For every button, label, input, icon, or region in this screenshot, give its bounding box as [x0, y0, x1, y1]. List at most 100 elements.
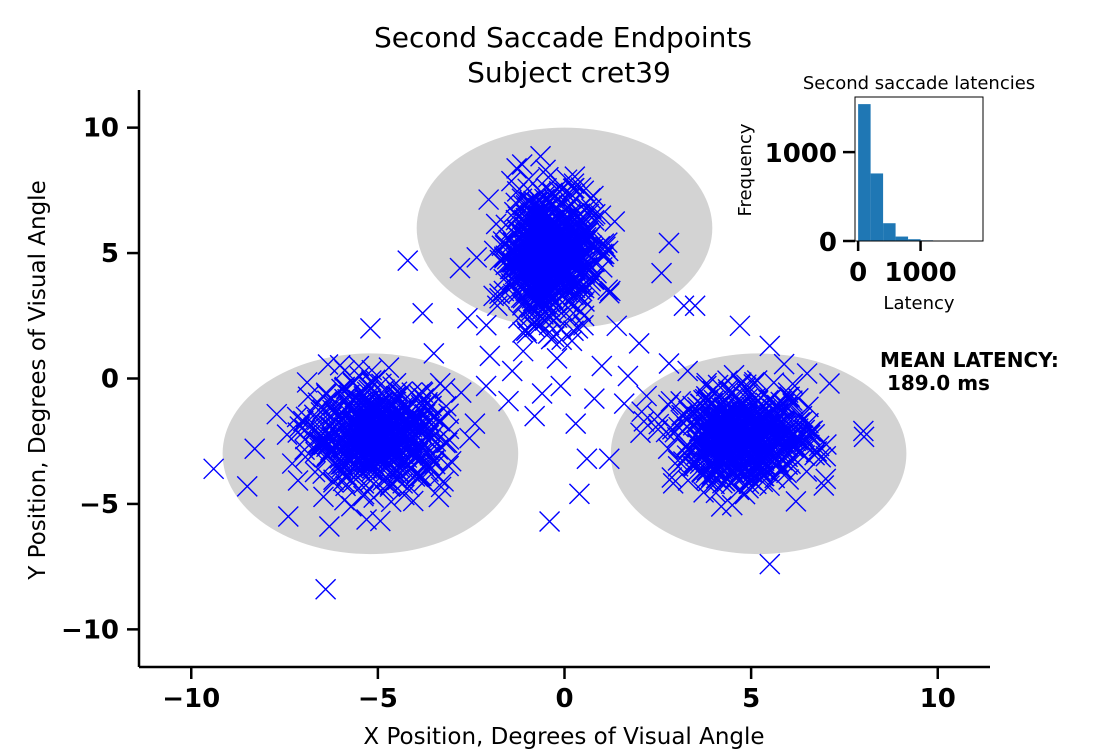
- endpoint-marker: [541, 286, 563, 308]
- endpoint-marker: [658, 352, 680, 374]
- endpoint-marker: [506, 157, 528, 179]
- endpoint-marker: [520, 212, 542, 234]
- endpoint-marker: [568, 483, 590, 505]
- endpoint-marker: [681, 455, 703, 477]
- endpoint-marker: [749, 402, 771, 424]
- endpoint-marker: [318, 516, 340, 538]
- endpoint-marker: [675, 436, 697, 458]
- endpoint-marker: [412, 302, 434, 324]
- endpoint-marker: [336, 419, 358, 441]
- endpoint-marker: [459, 427, 481, 449]
- endpoint-marker: [550, 375, 572, 397]
- endpoint-marker: [721, 494, 743, 516]
- x-tick-label: −10: [162, 684, 220, 714]
- endpoint-marker: [500, 170, 522, 192]
- x-tick-label: −5: [358, 684, 398, 714]
- endpoint-marker: [512, 340, 534, 362]
- endpoint-marker: [703, 458, 725, 480]
- endpoint-marker: [740, 448, 762, 470]
- endpoint-marker: [294, 439, 316, 461]
- endpoint-marker: [428, 486, 450, 508]
- endpoint-marker: [759, 553, 781, 575]
- x-tick-label: 10: [920, 684, 956, 714]
- endpoint-marker: [583, 205, 605, 227]
- endpoint-marker: [782, 437, 804, 458]
- endpoint-marker: [773, 353, 795, 375]
- endpoint-marker: [719, 415, 741, 437]
- chart-title: Second Saccade Endpoints: [374, 21, 752, 54]
- endpoint-marker: [419, 455, 441, 477]
- endpoint-marker: [402, 490, 424, 512]
- histogram-bar: [870, 173, 884, 241]
- endpoint-marker: [537, 323, 559, 345]
- endpoint-marker: [391, 381, 413, 403]
- endpoint-marker: [718, 425, 740, 447]
- endpoint-marker: [498, 229, 520, 251]
- endpoint-marker: [410, 448, 432, 470]
- endpoint-marker: [359, 452, 381, 474]
- endpoint-marker: [570, 300, 592, 322]
- endpoint-marker: [304, 461, 326, 483]
- endpoint-marker: [538, 282, 560, 304]
- endpoint-marker: [532, 303, 554, 325]
- endpoint-marker: [695, 375, 717, 397]
- endpoint-marker: [530, 145, 552, 167]
- endpoint-marker: [751, 422, 773, 444]
- endpoint-marker: [562, 320, 584, 342]
- endpoint-marker: [307, 431, 329, 453]
- mean-latency-label: MEAN LATENCY:: [880, 348, 1059, 372]
- endpoint-marker: [688, 426, 710, 448]
- endpoint-marker: [438, 418, 460, 440]
- endpoint-marker: [392, 472, 414, 494]
- endpoint-marker: [315, 382, 337, 404]
- endpoint-marker: [511, 154, 533, 176]
- chart-subtitle: Subject cret39: [467, 56, 671, 89]
- endpoint-marker: [673, 295, 695, 317]
- endpoint-marker: [203, 458, 225, 480]
- x-axis-label: X Position, Degrees of Visual Angle: [363, 724, 764, 750]
- endpoint-marker: [658, 232, 680, 254]
- endpoint-marker: [539, 253, 561, 275]
- endpoint-marker: [796, 362, 818, 384]
- endpoint-marker: [776, 434, 798, 456]
- endpoint-marker: [287, 469, 309, 491]
- inset-y-tick-label: 0: [819, 228, 837, 258]
- endpoint-marker: [738, 431, 760, 453]
- endpoint-marker: [520, 223, 542, 245]
- endpoint-marker: [379, 412, 401, 434]
- mean-latency-value: 189.0 ms: [880, 371, 990, 395]
- endpoint-marker: [315, 578, 337, 600]
- endpoint-marker: [511, 250, 533, 272]
- endpoint-marker: [743, 371, 765, 393]
- endpoint-marker: [349, 365, 371, 387]
- endpoint-marker: [341, 409, 363, 431]
- endpoint-marker: [408, 419, 430, 441]
- endpoint-marker: [759, 335, 781, 357]
- endpoint-marker: [456, 307, 478, 329]
- endpoint-marker: [591, 355, 613, 377]
- endpoint-marker: [539, 511, 561, 532]
- endpoint-marker: [478, 189, 500, 211]
- endpoint-marker: [742, 438, 764, 460]
- endpoint-marker: [550, 175, 572, 197]
- endpoint-marker: [662, 472, 684, 494]
- endpoint-marker: [683, 452, 705, 474]
- endpoint-marker: [287, 421, 309, 443]
- y-tick-label: 10: [83, 114, 119, 144]
- endpoint-marker: [551, 329, 573, 351]
- endpoint-marker: [516, 322, 538, 344]
- endpoint-marker: [727, 450, 749, 472]
- main-plot-area: −10 −5 0 5 10 −10 −5 0 5 10: [61, 90, 990, 714]
- endpoint-marker: [372, 478, 394, 500]
- x-tick-label: 5: [742, 684, 760, 714]
- endpoint-marker: [475, 375, 497, 397]
- endpoint-marker: [281, 453, 303, 475]
- endpoint-markers: [203, 145, 875, 600]
- inset-y-tick-label: 1000: [765, 139, 837, 169]
- endpoint-marker: [410, 465, 432, 487]
- endpoint-marker: [348, 355, 370, 377]
- endpoint-marker: [531, 383, 553, 405]
- endpoint-marker: [323, 402, 345, 424]
- endpoint-marker: [571, 246, 593, 267]
- endpoint-marker: [565, 249, 587, 271]
